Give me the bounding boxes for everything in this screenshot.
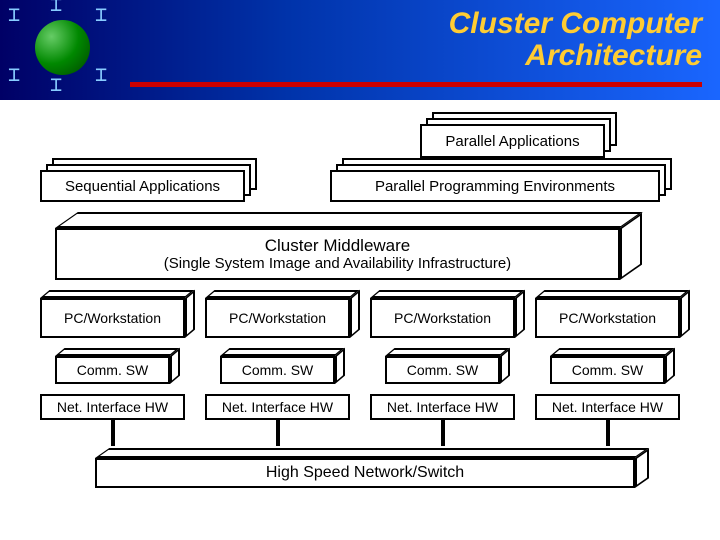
connector-2: [441, 420, 445, 446]
title-block: Cluster Computer Architecture: [130, 0, 720, 71]
comm-sw-box-0-label: Comm. SW: [55, 356, 170, 384]
middleware-box-label: Cluster Middleware(Single System Image a…: [55, 228, 620, 280]
ppe-box: Parallel Programming Environments: [330, 158, 672, 202]
person-icon: ⌶: [95, 2, 107, 26]
person-icon: ⌶: [95, 62, 107, 86]
diagram-canvas: Parallel Applications Sequential Applicat…: [0, 100, 720, 540]
nic-box-1: Net. Interface HW: [205, 394, 350, 420]
title-line1: Cluster Computer: [449, 7, 702, 40]
nic-box-2: Net. Interface HW: [370, 394, 515, 420]
comm-sw-box-1-label: Comm. SW: [220, 356, 335, 384]
nic-box-3: Net. Interface HW: [535, 394, 680, 420]
parallel-apps-box-label: Parallel Applications: [420, 124, 605, 158]
pc-box-3-label: PC/Workstation: [535, 298, 680, 338]
title-header: ⌶ ⌶ ⌶ ⌶ ⌶ ⌶ Cluster Computer Architectur…: [0, 0, 720, 100]
ppe-box-label: Parallel Programming Environments: [330, 170, 660, 202]
comm-sw-box-2-label: Comm. SW: [385, 356, 500, 384]
logo-globe: ⌶ ⌶ ⌶ ⌶ ⌶ ⌶: [0, 0, 130, 100]
connector-0: [111, 420, 115, 446]
connector-1: [276, 420, 280, 446]
person-icon: ⌶: [50, 72, 62, 96]
globe-icon: [35, 20, 90, 75]
nic-box-0: Net. Interface HW: [40, 394, 185, 420]
person-icon: ⌶: [8, 62, 20, 86]
pc-box-1-label: PC/Workstation: [205, 298, 350, 338]
comm-sw-box-3-label: Comm. SW: [550, 356, 665, 384]
connector-3: [606, 420, 610, 446]
pc-box-2-label: PC/Workstation: [370, 298, 515, 338]
pc-box-0-label: PC/Workstation: [40, 298, 185, 338]
person-icon: ⌶: [8, 2, 20, 26]
person-icon: ⌶: [50, 0, 62, 16]
network-box-label: High Speed Network/Switch: [95, 458, 635, 488]
sequential-apps-box-label: Sequential Applications: [40, 170, 245, 202]
title-line2: Architecture: [525, 39, 702, 72]
sequential-apps-box: Sequential Applications: [40, 158, 257, 202]
parallel-apps-box: Parallel Applications: [420, 112, 617, 158]
title-rule: [130, 82, 702, 87]
